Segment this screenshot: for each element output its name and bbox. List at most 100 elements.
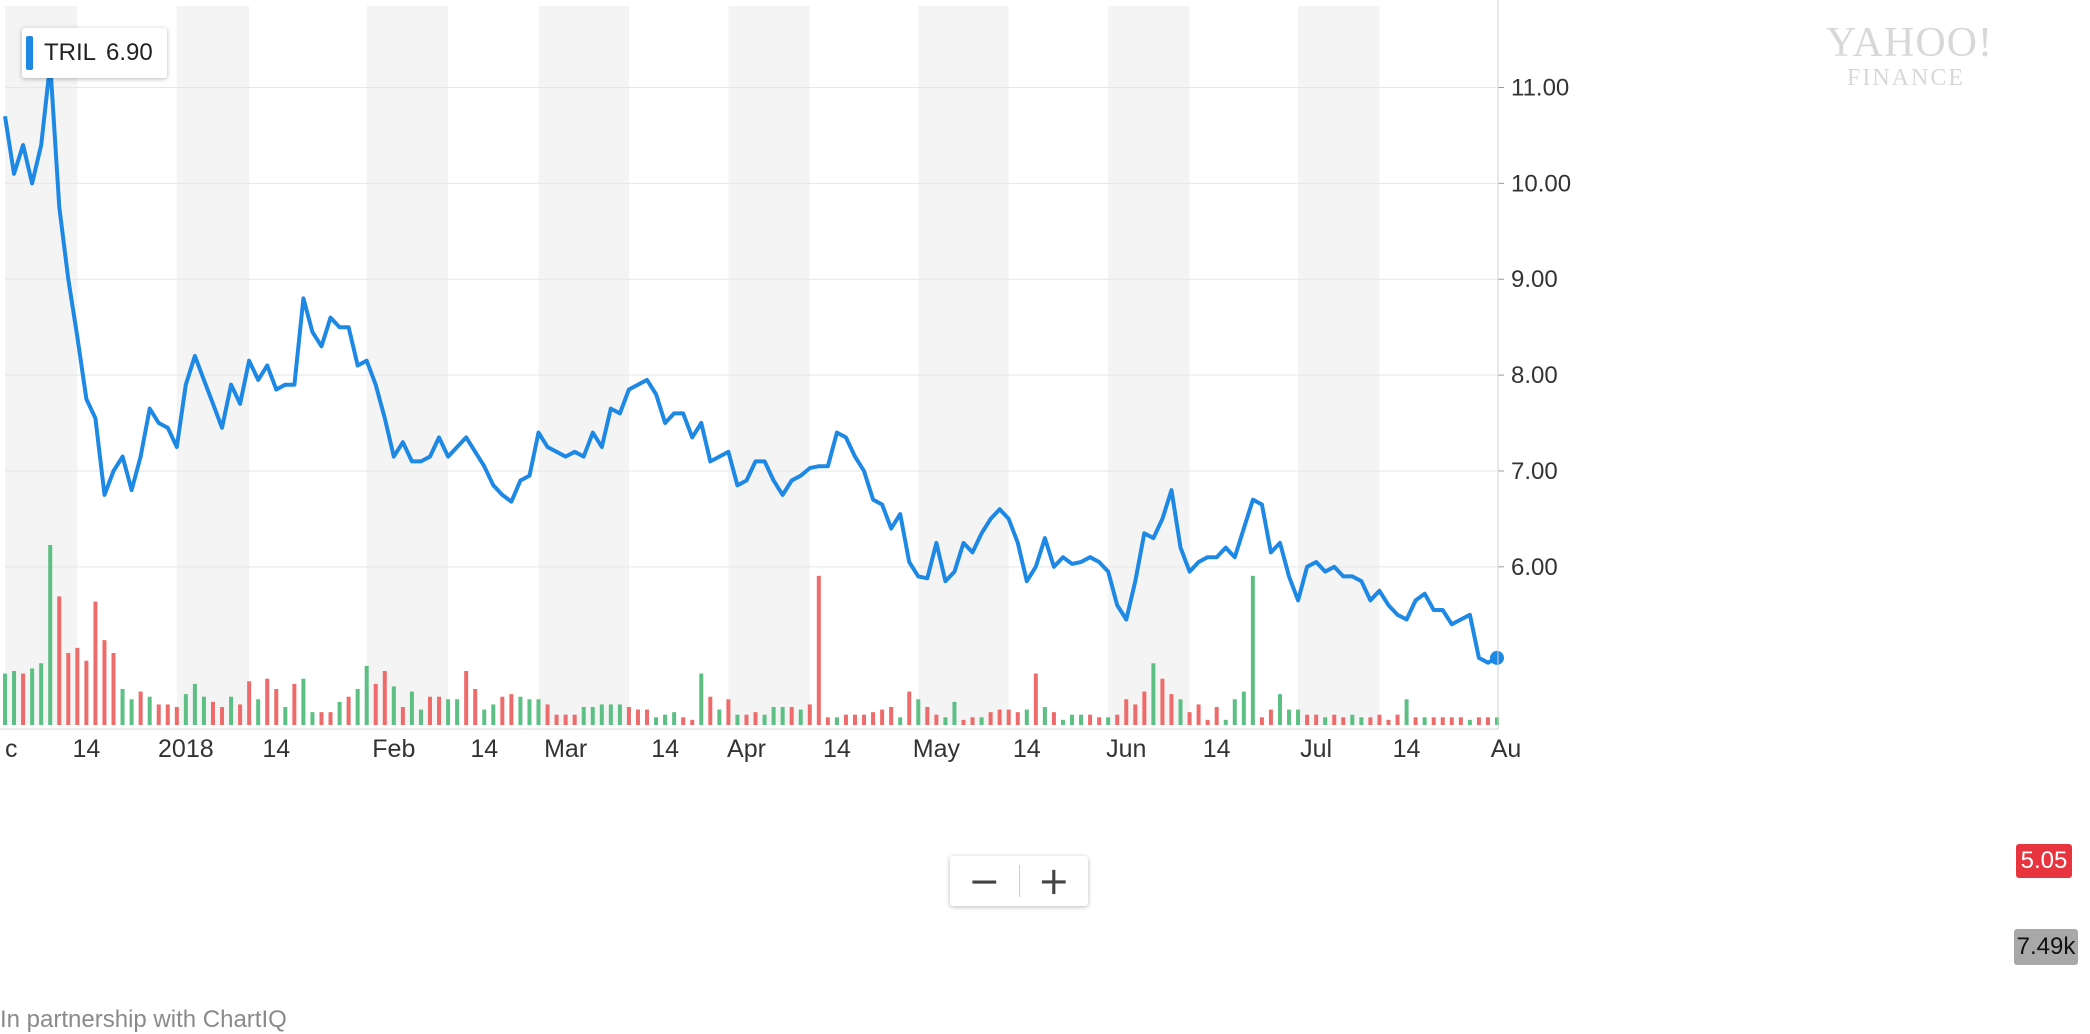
volume-bar <box>138 691 143 725</box>
y-tick-label: 10.00 <box>1511 170 1571 197</box>
volume-bar <box>1467 719 1472 725</box>
volume-bar <box>1169 694 1174 725</box>
volume-bar <box>1006 709 1011 725</box>
volume-bar <box>934 714 939 725</box>
volume-bar <box>292 683 297 725</box>
volume-bar <box>599 704 604 725</box>
volume-bar <box>1097 717 1102 725</box>
x-tick-label: 14 <box>1203 735 1231 763</box>
volume-bar <box>1350 714 1355 725</box>
volume-bar <box>265 678 270 725</box>
volume-bar <box>310 712 315 725</box>
volume-bar <box>391 686 396 725</box>
volume-bar <box>1241 691 1246 725</box>
y-tick-label: 11.00 <box>1511 74 1569 101</box>
volume-bar <box>1250 575 1255 725</box>
x-tick-label: Jun <box>1106 735 1146 763</box>
volume-bar <box>1413 717 1418 725</box>
volume-bar <box>1449 717 1454 725</box>
volume-bar <box>970 717 975 725</box>
volume-bar <box>21 673 26 725</box>
volume-bar <box>93 601 98 725</box>
volume-bar <box>1160 678 1165 725</box>
volume-bar <box>427 696 432 725</box>
volume-bar <box>373 683 378 725</box>
month-bands <box>5 6 1380 725</box>
volume-bar <box>880 709 885 725</box>
x-tick-label: Au <box>1491 735 1522 763</box>
volume-bar <box>84 660 89 725</box>
zoom-in-button[interactable]: + <box>1037 859 1070 903</box>
x-tick-label: 14 <box>72 735 100 763</box>
volume-bar <box>210 701 215 725</box>
volume-bar <box>907 691 912 725</box>
x-tick-label: 14 <box>823 735 851 763</box>
volume-bar <box>762 714 767 725</box>
volume-bar <box>563 714 568 725</box>
volume-bar <box>952 701 957 725</box>
volume-bar <box>39 663 44 725</box>
volume-bar <box>418 709 423 725</box>
volume-bar <box>825 717 830 725</box>
volume-bar <box>1287 709 1292 725</box>
volume-bar <box>1341 717 1346 725</box>
volume-bar <box>545 704 550 725</box>
volume-bar <box>1323 717 1328 725</box>
volume-bar <box>473 689 478 725</box>
month-band-1 <box>176 6 250 725</box>
y-tick-label: 8.00 <box>1511 362 1558 389</box>
volume-bar <box>1133 704 1138 725</box>
volume-bar <box>1106 717 1111 725</box>
x-axis: c 14 2018 14 Feb 14 Mar 14 Apr 14 May 14 Jun 14 Jul 14 A… <box>0 728 1522 763</box>
volume-bar <box>509 694 514 725</box>
volume-bar <box>1377 714 1382 725</box>
volume-bar <box>518 696 523 725</box>
volume-bar <box>1440 717 1445 725</box>
volume-bar <box>871 712 876 725</box>
volume-bar <box>1042 707 1047 725</box>
zoom-divider <box>1018 865 1020 897</box>
volume-bar <box>961 719 966 725</box>
price-line[interactable] <box>3 61 1498 665</box>
volume-bar <box>301 678 306 725</box>
month-band-4 <box>728 6 810 725</box>
volume-bar <box>400 707 405 725</box>
volume-bar <box>717 709 722 725</box>
volume-bar <box>364 665 369 725</box>
volume-bar <box>1314 714 1319 725</box>
symbol-legend[interactable]: TRIL 6.90 <box>22 28 167 78</box>
month-band-2 <box>366 6 449 725</box>
volume-bar <box>925 707 930 725</box>
volume-bar <box>645 709 650 725</box>
volume-bar <box>48 545 53 725</box>
x-tick-label: Apr <box>727 735 766 763</box>
volume-bar <box>608 704 613 725</box>
volume-bar <box>1115 714 1120 725</box>
yahoo-finance-logo: YAHOO! FINANCE <box>1826 22 1992 90</box>
last-price-badge: 5.05 <box>2016 844 2072 878</box>
volume-bar <box>30 668 35 725</box>
volume-bar <box>1142 691 1147 725</box>
zoom-out-button[interactable]: − <box>968 859 1001 903</box>
volume-bar <box>129 699 134 725</box>
volume-bar <box>654 717 659 725</box>
volume-bar <box>247 681 252 725</box>
volume-bar <box>735 714 740 725</box>
volume-bar <box>238 704 243 725</box>
volume-bar <box>192 683 197 725</box>
volume-bar <box>382 671 387 725</box>
volume-bar <box>1395 714 1400 725</box>
x-tick-label: Feb <box>372 735 415 763</box>
legend-symbol: TRIL <box>44 39 97 66</box>
volume-bar <box>1495 717 1499 725</box>
volume-bar <box>1205 719 1210 725</box>
volume-bar <box>446 699 451 725</box>
volume-bar <box>536 699 541 725</box>
volume-bar <box>554 714 559 725</box>
volume-bar <box>102 640 107 725</box>
volume-bars <box>3 545 1499 725</box>
volume-bar <box>1359 717 1364 725</box>
volume-bar <box>1431 717 1436 725</box>
volume-bar <box>1079 714 1084 725</box>
